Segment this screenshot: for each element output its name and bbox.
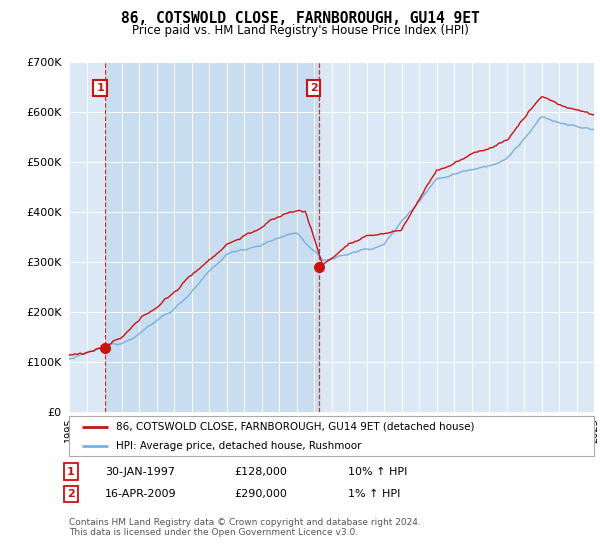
Text: Price paid vs. HM Land Registry's House Price Index (HPI): Price paid vs. HM Land Registry's House …	[131, 24, 469, 37]
Text: 2: 2	[310, 83, 317, 93]
Text: £290,000: £290,000	[234, 489, 287, 499]
Bar	[106, 62, 319, 412]
Text: 86, COTSWOLD CLOSE, FARNBOROUGH, GU14 9ET (detached house): 86, COTSWOLD CLOSE, FARNBOROUGH, GU14 9E…	[116, 422, 475, 432]
Text: 30-JAN-1997: 30-JAN-1997	[105, 466, 175, 477]
Text: 16-APR-2009: 16-APR-2009	[105, 489, 176, 499]
Text: Contains HM Land Registry data © Crown copyright and database right 2024.
This d: Contains HM Land Registry data © Crown c…	[69, 518, 421, 538]
Text: 1% ↑ HPI: 1% ↑ HPI	[348, 489, 400, 499]
Text: £128,000: £128,000	[234, 466, 287, 477]
Text: HPI: Average price, detached house, Rushmoor: HPI: Average price, detached house, Rush…	[116, 441, 362, 450]
Text: 1: 1	[67, 466, 74, 477]
Text: 2: 2	[67, 489, 74, 499]
Text: 1: 1	[96, 83, 104, 93]
Text: 10% ↑ HPI: 10% ↑ HPI	[348, 466, 407, 477]
Text: 86, COTSWOLD CLOSE, FARNBOROUGH, GU14 9ET: 86, COTSWOLD CLOSE, FARNBOROUGH, GU14 9E…	[121, 11, 479, 26]
